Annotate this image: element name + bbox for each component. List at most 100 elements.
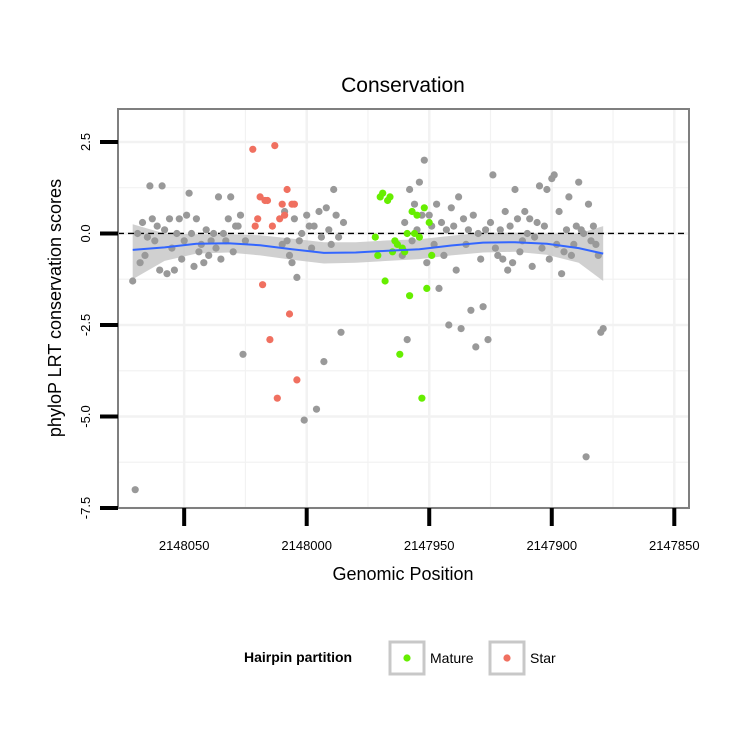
point-other (212, 244, 220, 252)
point-other (308, 244, 316, 252)
point-other (178, 255, 186, 263)
y-axis: 2.5 0.0 -2.5 -5.0 -7.5 (78, 133, 118, 519)
point-other (494, 251, 502, 259)
point-star (251, 222, 259, 230)
y-axis-label: phyloP LRT conservation scores (45, 179, 65, 437)
point-other (161, 226, 169, 234)
point-other (185, 189, 193, 197)
point-other (337, 328, 345, 336)
point-other (543, 185, 551, 194)
point-other (315, 207, 323, 216)
chart-title: Conservation (341, 74, 465, 97)
point-star (266, 336, 274, 344)
y-tick-label: -5.0 (78, 405, 93, 427)
x-axis-label: Genomic Position (332, 564, 473, 584)
point-other (290, 215, 298, 223)
point-other (580, 229, 588, 238)
point-mature (415, 233, 423, 241)
point-star (254, 215, 262, 223)
point-other (472, 343, 480, 351)
point-other (582, 453, 590, 461)
point-other (504, 266, 512, 274)
point-other (141, 251, 149, 259)
point-other (567, 251, 576, 259)
point-other (408, 237, 416, 245)
point-star (283, 185, 291, 194)
point-mature (418, 394, 426, 402)
point-other (545, 255, 553, 263)
point-other (156, 266, 164, 274)
point-other (163, 270, 171, 278)
point-other (459, 215, 468, 223)
point-other (129, 277, 137, 285)
point-mature (374, 251, 382, 259)
point-other (565, 193, 573, 201)
point-mature (386, 193, 394, 201)
point-other (195, 248, 203, 256)
point-other (521, 207, 529, 216)
y-tick-label: -7.5 (78, 497, 93, 519)
point-other (224, 215, 232, 223)
point-other (513, 215, 522, 223)
point-other (540, 222, 549, 230)
point-star (290, 200, 298, 208)
point-star (285, 310, 294, 318)
point-other (288, 259, 296, 267)
y-tick-label: 2.5 (78, 133, 93, 151)
legend-dot-star (503, 654, 511, 662)
point-other (526, 215, 534, 223)
x-tick-label: 2148000 (281, 538, 332, 553)
point-other (496, 226, 504, 234)
y-tick-label: 0.0 (78, 224, 93, 242)
point-other (151, 237, 159, 245)
point-other (146, 182, 154, 190)
point-other (148, 215, 156, 223)
point-other (538, 244, 546, 252)
point-other (469, 211, 477, 219)
point-other (202, 226, 210, 234)
point-other (455, 193, 463, 201)
point-other (312, 405, 321, 413)
point-other (533, 218, 541, 227)
panel-border (117, 108, 690, 509)
point-other (403, 336, 411, 344)
points-group (129, 142, 607, 494)
point-other (558, 270, 566, 278)
point-other (572, 222, 580, 230)
point-other (317, 233, 325, 241)
point-other (234, 222, 242, 230)
point-mature (406, 292, 414, 300)
point-star (268, 222, 276, 230)
point-other (173, 229, 181, 238)
point-other (339, 218, 348, 227)
x-tick-label: 2147950 (404, 538, 455, 553)
legend-dot-mature (403, 654, 411, 662)
plot-panel (118, 109, 689, 508)
point-mature (408, 207, 416, 216)
point-other (528, 262, 536, 270)
point-other (320, 358, 328, 366)
point-other (560, 248, 568, 256)
point-other (205, 251, 213, 259)
point-other (482, 226, 490, 234)
point-other (592, 240, 600, 248)
point-other (535, 182, 544, 190)
point-other (430, 240, 438, 248)
point-other (219, 229, 227, 238)
point-other (437, 218, 446, 227)
point-other (187, 229, 196, 238)
point-other (165, 215, 174, 223)
legend-label-mature: Mature (430, 650, 474, 666)
point-other (508, 259, 517, 267)
point-other (516, 248, 524, 256)
smooth-line-group (132, 241, 604, 255)
point-star (281, 211, 289, 219)
point-mature (396, 350, 404, 358)
point-other (523, 229, 531, 238)
point-other (433, 200, 441, 208)
point-star (249, 145, 257, 153)
point-other (327, 240, 335, 248)
point-mature (393, 240, 401, 248)
point-other (423, 259, 431, 267)
point-other (435, 284, 443, 292)
